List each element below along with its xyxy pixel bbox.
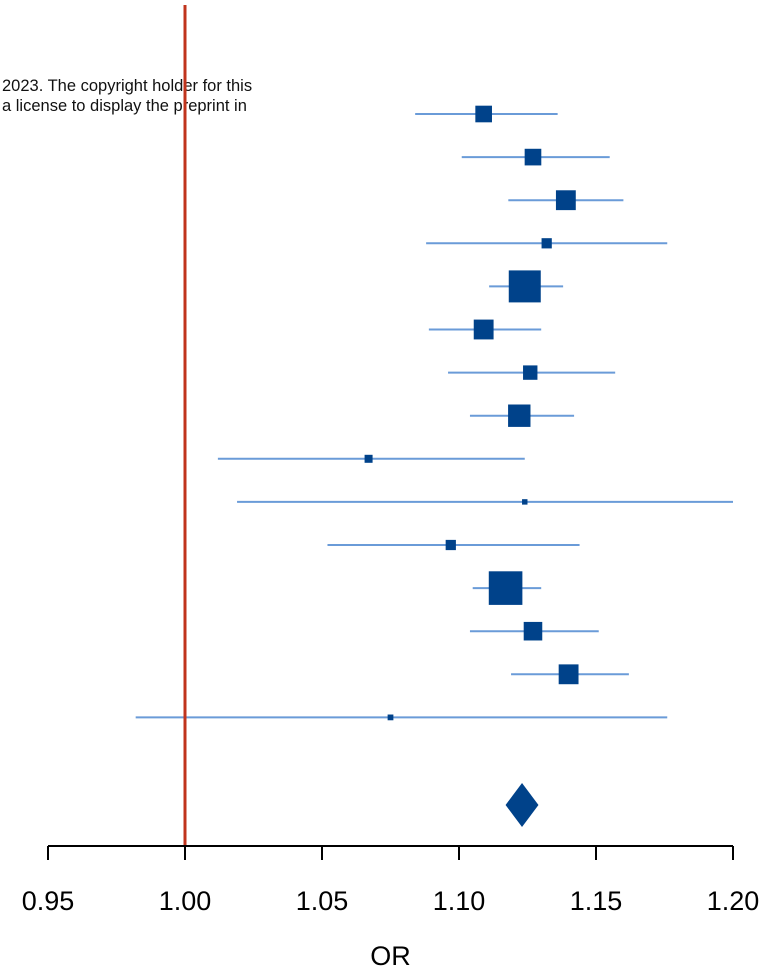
point-estimate-15 — [387, 714, 394, 721]
point-estimate-10 — [522, 499, 528, 505]
point-estimate-9 — [364, 454, 373, 463]
point-estimate-4 — [541, 238, 552, 249]
x-axis: 0.95 1.00 1.05 1.10 1.15 1.20 — [22, 845, 760, 916]
point-estimate-8 — [508, 404, 531, 427]
x-tick-label-2: 1.00 — [159, 886, 212, 916]
pooled-estimate-group — [505, 783, 539, 827]
point-estimates — [364, 105, 579, 721]
point-estimate-5 — [508, 270, 541, 303]
x-axis-title: OR — [370, 941, 411, 971]
confidence-intervals — [135, 113, 733, 719]
point-estimate-2 — [524, 148, 542, 166]
x-tick-label-5: 1.15 — [570, 886, 623, 916]
point-estimate-7 — [523, 365, 538, 380]
point-estimate-11 — [445, 539, 456, 551]
point-estimate-14 — [558, 664, 579, 685]
point-estimate-12 — [488, 571, 523, 605]
point-estimate-6 — [473, 319, 494, 340]
point-estimate-13 — [523, 621, 543, 641]
x-tick-label-1: 0.95 — [22, 886, 75, 916]
x-tick-label-3: 1.05 — [296, 886, 349, 916]
point-estimate-1 — [475, 105, 492, 123]
point-estimate-3 — [555, 190, 576, 211]
pooled-diamond — [505, 783, 539, 827]
watermark-line-1: 2023. The copyright holder for this — [2, 77, 253, 95]
x-tick-label-6: 1.20 — [707, 886, 760, 916]
x-tick-label-4: 1.10 — [433, 886, 486, 916]
